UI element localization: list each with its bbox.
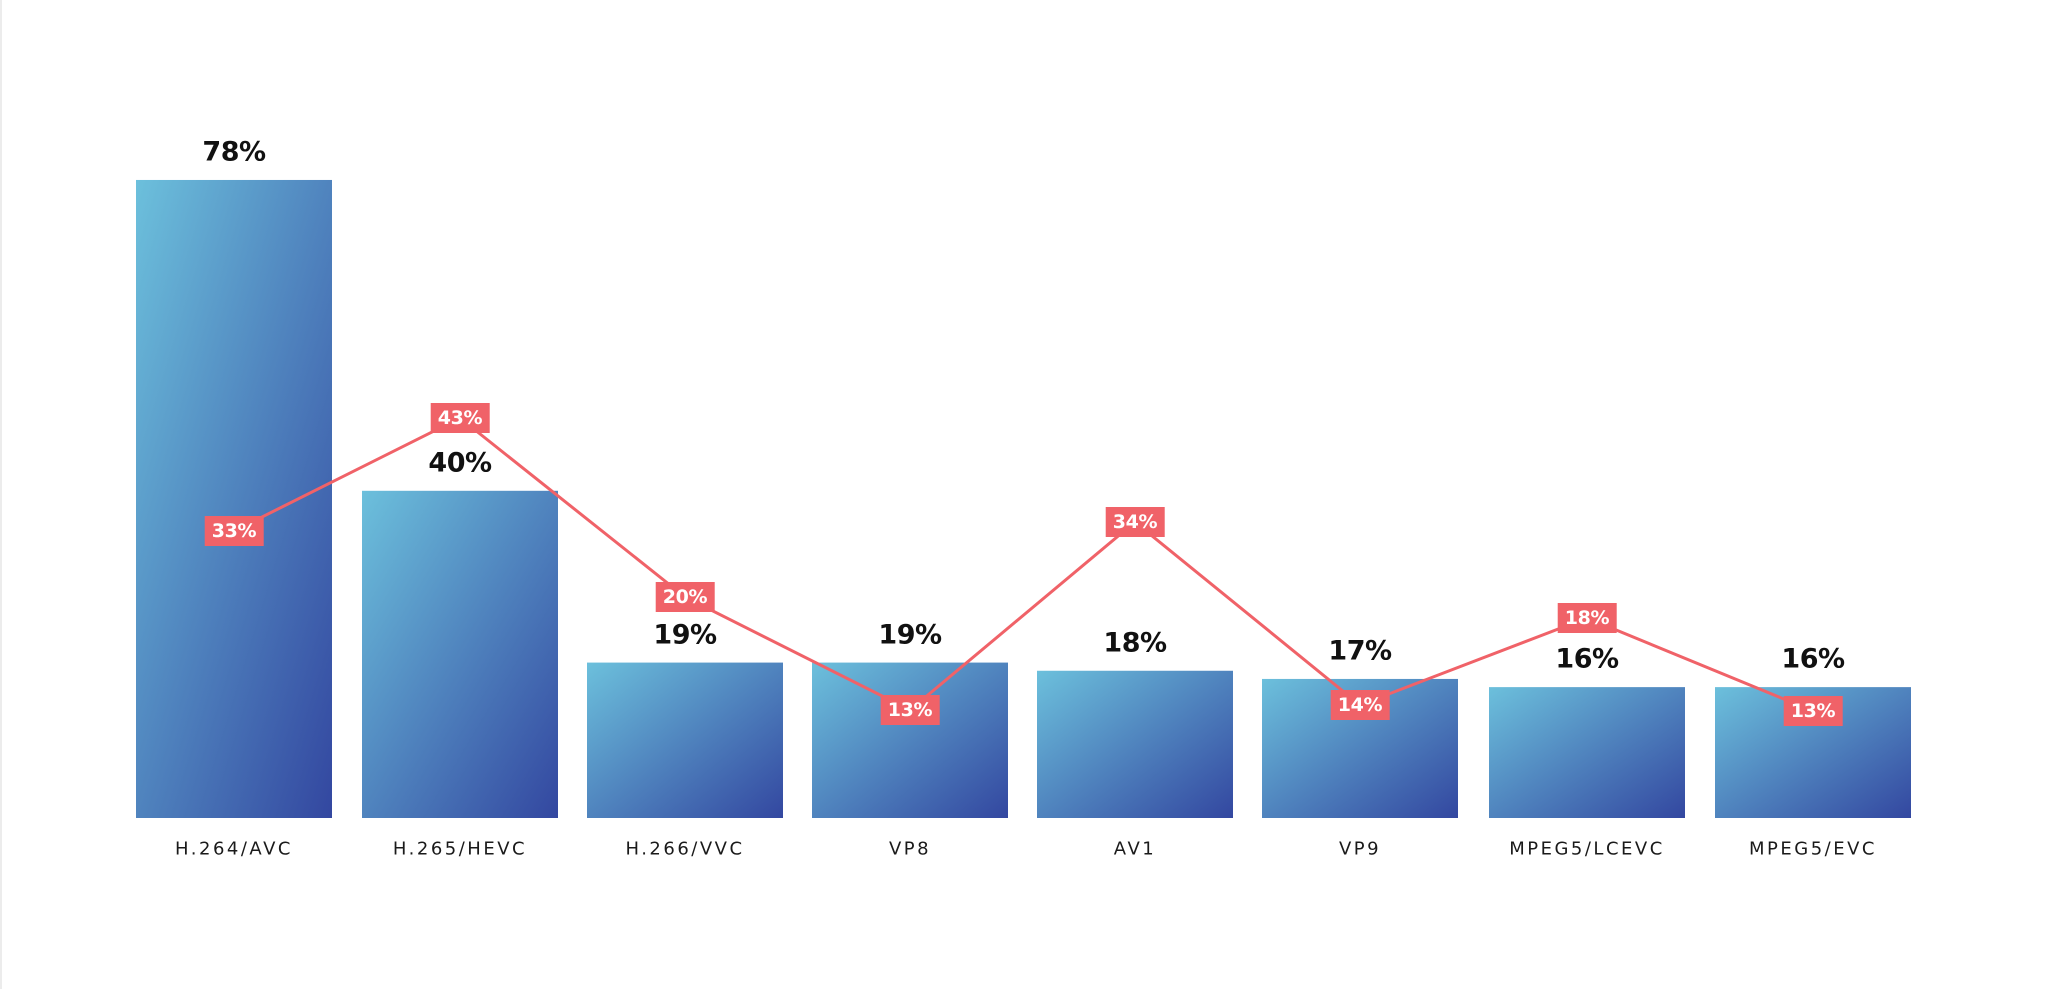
trend-line	[233, 416, 1814, 713]
bar-value-label: 19%	[878, 619, 942, 651]
line-point-label: 20%	[655, 582, 715, 612]
bar	[1037, 670, 1233, 818]
bar	[1489, 687, 1685, 818]
bar-value-label: 16%	[1781, 643, 1845, 675]
bar	[362, 490, 558, 818]
line-point-label: 13%	[880, 695, 940, 725]
category-label: MPEG5/EVC	[1749, 838, 1877, 860]
bar-value-label: 18%	[1103, 627, 1167, 659]
line-point-label: 33%	[204, 516, 264, 546]
category-label: VP9	[1338, 838, 1382, 860]
line-point-label: 34%	[1105, 507, 1165, 537]
bar-value-label: 19%	[653, 619, 717, 651]
bars-group	[136, 179, 1911, 818]
category-label: AV1	[1113, 838, 1157, 860]
bar	[812, 662, 1008, 818]
frame-edge	[0, 0, 2, 989]
category-label: H.264/AVC	[175, 838, 293, 860]
line-point-label: 18%	[1557, 603, 1617, 633]
line-point-label: 14%	[1330, 690, 1390, 720]
line-point-label: 43%	[430, 403, 490, 433]
bar-value-label: 17%	[1328, 635, 1392, 667]
bar	[136, 179, 332, 818]
bar-value-label: 16%	[1555, 643, 1619, 675]
bar-value-label: 78%	[202, 136, 266, 168]
bar-value-label: 40%	[428, 447, 492, 479]
bar	[587, 662, 783, 818]
category-label: MPEG5/LCEVC	[1509, 838, 1665, 860]
line-point-label: 13%	[1783, 696, 1843, 726]
category-label: H.265/HEVC	[392, 838, 528, 860]
category-label: H.266/VVC	[625, 838, 745, 860]
category-label: VP8	[888, 838, 932, 860]
